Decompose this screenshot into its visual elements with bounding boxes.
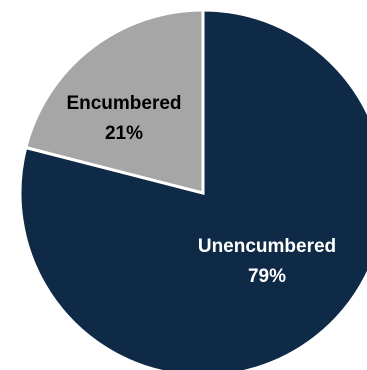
slice-label-unencumbered: Unencumbered: [198, 236, 336, 257]
slice-percent-unencumbered: 79%: [248, 266, 286, 287]
pie-slice-unencumbered: [18, 8, 367, 370]
pie-slice-encumbered: [23, 8, 205, 195]
pie-slices: [18, 8, 367, 370]
slice-label-encumbered: Encumbered: [66, 93, 181, 114]
pie-labels: Unencumbered 79% Encumbered 21%: [66, 93, 336, 287]
slice-percent-encumbered: 21%: [105, 123, 143, 144]
